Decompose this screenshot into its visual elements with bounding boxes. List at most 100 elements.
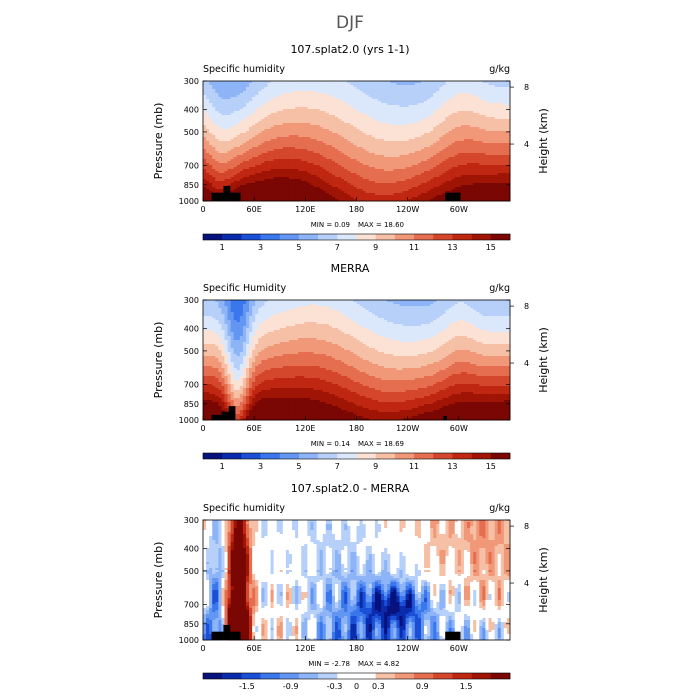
heatmap-cell <box>448 135 453 138</box>
heatmap-cell <box>408 101 413 104</box>
heatmap-cell <box>279 113 284 116</box>
heatmap-cell <box>203 87 207 90</box>
heatmap-cell <box>347 111 351 114</box>
heatmap-cell <box>473 117 477 120</box>
heatmap-cell <box>215 127 219 130</box>
heatmap-cell <box>292 105 296 108</box>
heatmap-cell <box>494 93 499 96</box>
heatmap-cell <box>310 123 314 126</box>
heatmap-cell <box>258 91 262 94</box>
heatmap-cell <box>322 113 327 116</box>
heatmap-cell <box>384 99 388 102</box>
heatmap-cell <box>255 89 259 92</box>
heatmap-cell <box>319 123 324 126</box>
heatmap-cell <box>221 103 225 106</box>
heatmap-cell <box>497 123 502 126</box>
heatmap-cell <box>282 131 287 134</box>
heatmap-cell <box>381 115 385 118</box>
heatmap-cell <box>328 83 333 86</box>
heatmap-cell <box>276 119 281 122</box>
heatmap-cell <box>476 113 480 116</box>
heatmap-cell <box>295 121 299 124</box>
heatmap-cell <box>402 129 407 132</box>
heatmap-cell <box>341 99 345 102</box>
heatmap-cell <box>414 135 419 138</box>
heatmap-cell <box>242 129 247 132</box>
heatmap-cell <box>473 95 477 98</box>
heatmap-cell <box>255 113 259 116</box>
heatmap-cell <box>399 99 403 102</box>
heatmap-cell <box>381 105 385 108</box>
heatmap-cell <box>356 103 360 106</box>
heatmap-cell <box>282 109 287 112</box>
heatmap-cell <box>427 105 431 108</box>
heatmap-cell <box>396 135 400 138</box>
heatmap-cell <box>319 131 324 134</box>
heatmap-cell <box>230 101 235 104</box>
heatmap-cell <box>230 83 235 86</box>
heatmap-cell <box>239 137 244 140</box>
heatmap-cell <box>359 89 364 92</box>
heatmap-cell <box>479 111 483 114</box>
heatmap-cell <box>488 127 492 130</box>
heatmap-cell <box>307 125 311 128</box>
heatmap-cell <box>298 111 302 114</box>
heatmap-cell <box>212 131 216 134</box>
heatmap-cell <box>215 115 219 118</box>
heatmap-cell <box>258 139 262 142</box>
heatmap-cell <box>488 119 492 122</box>
heatmap-cell <box>353 135 357 138</box>
heatmap-cell <box>473 121 477 124</box>
heatmap-cell <box>427 85 431 88</box>
heatmap-cell <box>433 91 437 94</box>
heatmap-cell <box>393 85 397 88</box>
heatmap-cell <box>331 129 336 132</box>
heatmap-cell <box>439 105 443 108</box>
heatmap-cell <box>417 133 422 136</box>
heatmap-cell <box>258 117 262 120</box>
heatmap-cell <box>414 91 419 94</box>
heatmap-cell <box>439 103 443 106</box>
heatmap-cell <box>236 113 241 116</box>
heatmap-cell <box>411 113 416 116</box>
heatmap-cell <box>414 89 419 92</box>
heatmap-cell <box>396 125 400 128</box>
heatmap-cell <box>304 85 308 88</box>
heatmap-cell <box>479 85 483 88</box>
heatmap-cell <box>424 133 428 136</box>
heatmap-cell <box>482 87 486 90</box>
heatmap-cell <box>390 93 394 96</box>
heatmap-cell <box>249 91 253 94</box>
heatmap-cell <box>371 89 376 92</box>
heatmap-cell <box>276 113 281 116</box>
heatmap-cell <box>414 103 419 106</box>
heatmap-cell <box>476 119 480 122</box>
heatmap-cell <box>313 117 317 120</box>
heatmap-cell <box>420 107 425 110</box>
heatmap-cell <box>494 101 499 104</box>
heatmap-cell <box>344 131 348 134</box>
heatmap-cell <box>215 109 219 112</box>
heatmap-cell <box>319 93 324 96</box>
heatmap-cell <box>325 135 330 138</box>
heatmap-cell <box>310 139 314 142</box>
heatmap-cell <box>218 113 222 116</box>
heatmap-cell <box>479 89 483 92</box>
heatmap-cell <box>399 97 403 100</box>
heatmap-cell <box>292 129 296 132</box>
heatmap-cell <box>491 81 496 84</box>
heatmap-cell <box>347 97 351 100</box>
heatmap-cell <box>497 115 502 118</box>
heatmap-cell <box>307 89 311 92</box>
heatmap-cell <box>264 135 268 138</box>
heatmap-cell <box>402 117 407 120</box>
heatmap-cell <box>399 115 403 118</box>
heatmap-cell <box>285 107 290 110</box>
heatmap-cell <box>325 103 330 106</box>
heatmap-cell <box>218 101 222 104</box>
heatmap-cell <box>390 99 394 102</box>
heatmap-cell <box>304 97 308 100</box>
heatmap-cell <box>221 131 225 134</box>
heatmap-cell <box>331 117 336 120</box>
panel-title: 107.splat2.0 (yrs 1-1) <box>290 43 409 56</box>
